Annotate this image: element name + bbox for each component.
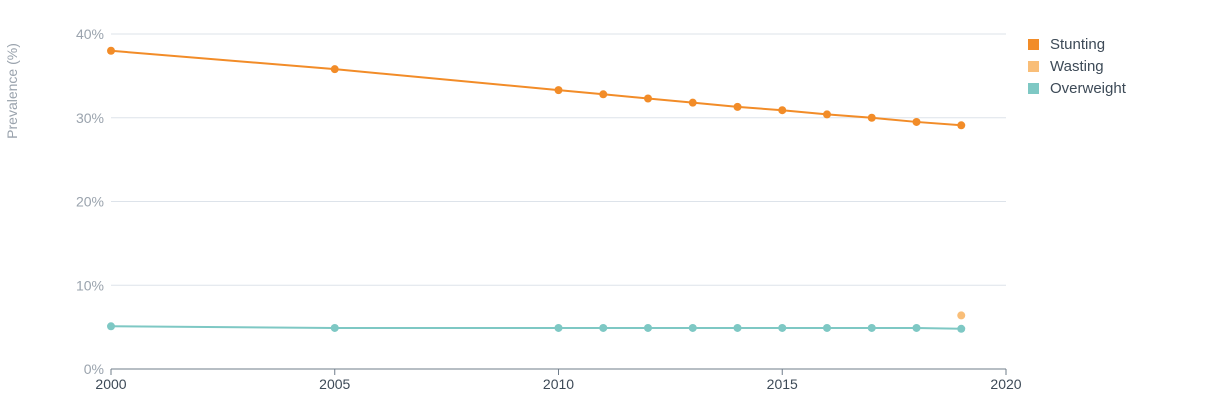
stunting-point[interactable]	[599, 90, 608, 99]
overweight-line	[110, 325, 962, 330]
gridlines	[111, 33, 1006, 286]
x-tick-label: 2010	[543, 376, 574, 392]
stunting-point[interactable]	[644, 94, 652, 103]
series-overweight	[107, 322, 966, 333]
stunting-point[interactable]	[733, 102, 742, 111]
x-tick-label: 2000	[95, 376, 126, 392]
stunting-point[interactable]	[778, 106, 787, 115]
x-tick-label: 2015	[767, 376, 798, 392]
legend-swatch	[1028, 82, 1039, 94]
legend: Stunting Wasting Overweight	[1028, 33, 1126, 99]
overweight-point[interactable]	[688, 323, 697, 332]
overweight-point[interactable]	[599, 323, 608, 332]
stunting-point[interactable]	[957, 121, 966, 130]
y-tick-label: 20%	[76, 194, 104, 210]
overweight-point[interactable]	[912, 323, 921, 332]
x-tick-label: 2020	[990, 376, 1021, 392]
legend-item-stunting[interactable]: Stunting	[1028, 33, 1126, 55]
overweight-point[interactable]	[330, 323, 339, 332]
y-axis-title: Prevalence (%)	[4, 43, 20, 139]
stunting-point[interactable]	[912, 117, 921, 126]
legend-swatch	[1028, 38, 1039, 50]
y-tick-label: 10%	[76, 277, 104, 293]
overweight-point[interactable]	[733, 323, 742, 332]
legend-label: Wasting	[1050, 57, 1104, 75]
stunting-point[interactable]	[867, 113, 876, 122]
y-tick-label: 30%	[76, 110, 104, 126]
legend-label: Stunting	[1050, 35, 1106, 53]
y-tick-label: 40%	[76, 26, 104, 42]
overweight-point[interactable]	[107, 322, 115, 331]
stunting-point[interactable]	[107, 46, 115, 55]
overweight-point[interactable]	[867, 323, 876, 332]
series	[107, 46, 966, 333]
stunting-point[interactable]	[554, 86, 563, 95]
legend-swatch	[1028, 60, 1039, 72]
legend-item-overweight[interactable]: Overweight	[1028, 77, 1126, 99]
stunting-point[interactable]	[823, 110, 831, 119]
stunting-point[interactable]	[688, 98, 697, 107]
overweight-point[interactable]	[644, 323, 652, 332]
x-tick-label: 2005	[319, 376, 350, 392]
overweight-point[interactable]	[823, 323, 831, 332]
overweight-point[interactable]	[554, 323, 563, 332]
y-tick-label: 0%	[84, 361, 104, 377]
legend-item-wasting[interactable]: Wasting	[1028, 55, 1126, 77]
series-wasting	[957, 311, 966, 320]
legend-label: Overweight	[1050, 79, 1126, 97]
stunting-line	[110, 49, 962, 127]
axes: 0% 10% 20% 30% 40% 2000 2005 2010 2015 2020	[76, 26, 1022, 392]
series-stunting	[107, 46, 966, 130]
overweight-point[interactable]	[778, 323, 787, 332]
overweight-point[interactable]	[957, 324, 966, 333]
stunting-point[interactable]	[330, 65, 339, 74]
wasting-point[interactable]	[957, 311, 966, 320]
